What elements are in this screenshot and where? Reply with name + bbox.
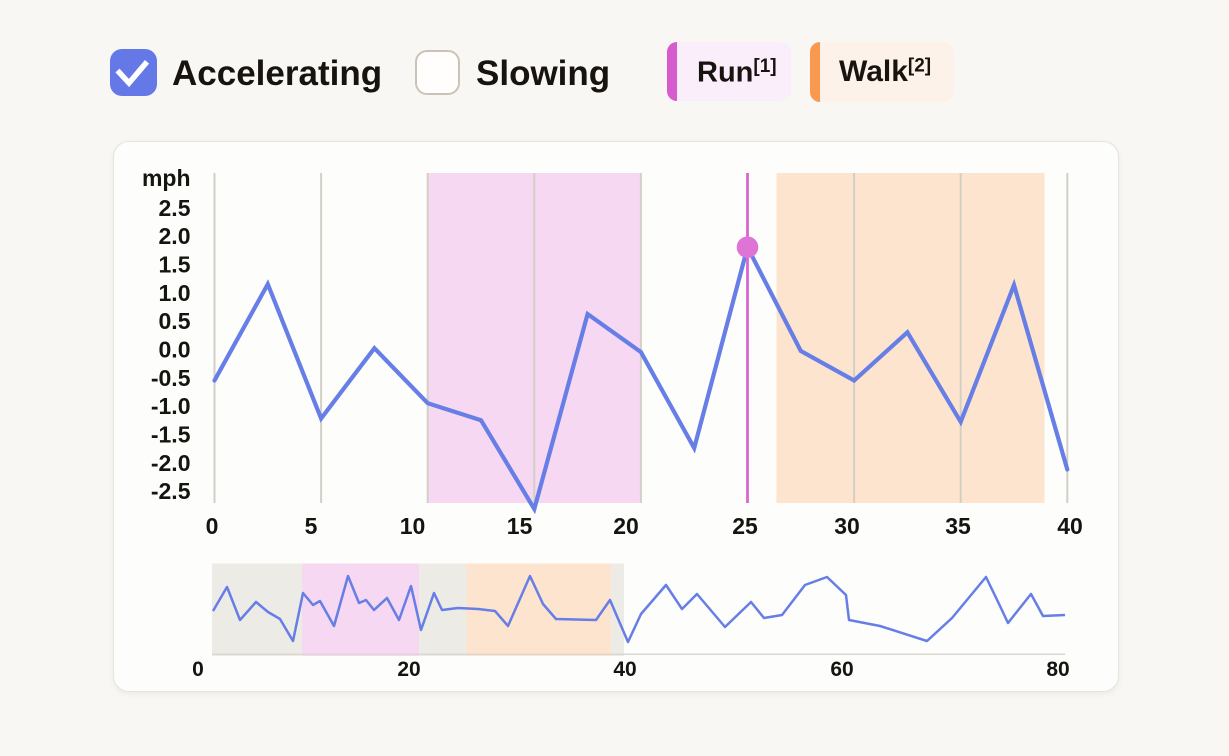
svg-text:60: 60 [830, 658, 853, 681]
svg-text:-1.5: -1.5 [151, 422, 191, 448]
svg-text:1.5: 1.5 [159, 252, 191, 278]
svg-text:5: 5 [305, 513, 318, 539]
svg-text:-1.0: -1.0 [151, 393, 191, 419]
svg-text:20: 20 [613, 513, 639, 539]
svg-text:0: 0 [206, 513, 219, 539]
svg-text:-0.5: -0.5 [151, 365, 191, 391]
svg-text:40: 40 [1057, 513, 1083, 539]
svg-text:15: 15 [507, 513, 533, 539]
svg-text:80: 80 [1046, 658, 1069, 681]
svg-text:40: 40 [613, 658, 636, 681]
svg-text:30: 30 [834, 513, 860, 539]
svg-text:0.0: 0.0 [159, 337, 191, 363]
svg-text:1.0: 1.0 [159, 280, 191, 306]
svg-text:2.5: 2.5 [159, 195, 191, 221]
svg-text:25: 25 [732, 513, 758, 539]
svg-text:-2.5: -2.5 [151, 478, 191, 504]
svg-text:35: 35 [945, 513, 971, 539]
svg-text:0: 0 [192, 658, 204, 681]
svg-text:-2.0: -2.0 [151, 450, 191, 476]
svg-text:0.5: 0.5 [159, 308, 191, 334]
svg-text:mph: mph [142, 165, 191, 191]
svg-text:2.0: 2.0 [159, 223, 191, 249]
svg-text:20: 20 [397, 658, 420, 681]
svg-text:10: 10 [400, 513, 426, 539]
